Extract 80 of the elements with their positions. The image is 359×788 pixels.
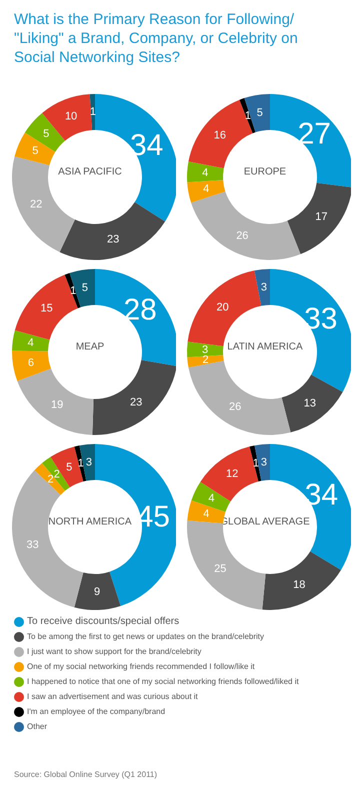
data-label: 9 bbox=[94, 586, 100, 598]
data-label: 3 bbox=[260, 281, 267, 294]
data-label: 1 bbox=[78, 458, 84, 470]
data-label: 4 bbox=[208, 492, 215, 505]
legend-label: I happened to notice that one of my social networking friends followed/liked it bbox=[27, 677, 299, 686]
data-label: 1 bbox=[90, 106, 96, 118]
data-label: 18 bbox=[293, 579, 306, 592]
data-label: 10 bbox=[64, 110, 78, 123]
donut-slice bbox=[187, 161, 224, 182]
data-label: 17 bbox=[315, 210, 328, 223]
data-label: 22 bbox=[30, 198, 42, 211]
data-label: 4 bbox=[203, 508, 210, 520]
donut-slice bbox=[200, 446, 258, 502]
donut-slice bbox=[287, 182, 351, 254]
donut-slice bbox=[188, 100, 253, 168]
donut-slice bbox=[12, 470, 84, 608]
donut-slice bbox=[42, 94, 92, 141]
donut-slice bbox=[42, 456, 70, 491]
data-label: 3 bbox=[86, 456, 92, 468]
donut-slice bbox=[244, 94, 270, 132]
data-label: 6 bbox=[28, 357, 34, 370]
data-label: 26 bbox=[236, 230, 248, 242]
donut-slice bbox=[254, 269, 270, 306]
donut-slice bbox=[187, 354, 224, 368]
donut-slice bbox=[70, 269, 95, 308]
legend-label: I saw an advertisement and was curious about it bbox=[27, 692, 198, 701]
data-label: 16 bbox=[214, 130, 226, 142]
data-label: 1 bbox=[70, 284, 76, 297]
donut-slice bbox=[92, 360, 176, 435]
data-label: 19 bbox=[50, 398, 64, 411]
source-note: Source: Global Online Survey (Q1 2011) bbox=[14, 770, 158, 779]
legend-label: Other bbox=[27, 722, 48, 731]
data-label: 26 bbox=[229, 400, 242, 413]
data-label: 12 bbox=[226, 468, 238, 480]
data-label: 5 bbox=[32, 145, 38, 158]
legend-label: To be among the first to get news or updates on the brand/celebrity bbox=[27, 632, 264, 641]
data-label: 20 bbox=[216, 302, 229, 314]
data-label: 5 bbox=[43, 128, 50, 140]
data-label: 25 bbox=[214, 562, 226, 575]
data-label: 33 bbox=[304, 302, 338, 336]
legend-label: I just want to show support for the brand/celebrity bbox=[27, 647, 202, 656]
data-label: 28 bbox=[123, 294, 157, 327]
data-label: 2 bbox=[54, 468, 60, 480]
data-label: 5 bbox=[82, 282, 88, 294]
data-label: 4 bbox=[202, 166, 208, 179]
data-label: 23 bbox=[130, 396, 142, 408]
data-label: 2 bbox=[202, 354, 209, 366]
data-label: 5 bbox=[256, 106, 263, 119]
data-label: 13 bbox=[304, 397, 316, 410]
donut-slice bbox=[14, 274, 78, 340]
donut-slice bbox=[254, 444, 270, 481]
data-label: 34 bbox=[304, 478, 338, 512]
data-label: 2 bbox=[47, 474, 54, 486]
data-label: 5 bbox=[66, 461, 72, 474]
data-label: 33 bbox=[26, 539, 39, 552]
donut-slice bbox=[79, 444, 95, 481]
donut-slice bbox=[74, 445, 86, 482]
legend-label: One of my social networking friends recommended I follow/like it bbox=[27, 662, 255, 671]
donut-slice bbox=[187, 180, 226, 203]
text: EUROPE bbox=[244, 166, 286, 178]
donut-slice bbox=[191, 192, 301, 260]
text: NORTH AMERICA bbox=[48, 516, 132, 528]
data-label: 4 bbox=[203, 183, 210, 196]
text: MEAP bbox=[76, 342, 104, 352]
text: ASIA PACIFIC bbox=[58, 166, 122, 178]
legend-label: To receive discounts/special offers bbox=[27, 616, 180, 627]
data-label: 3 bbox=[202, 344, 208, 356]
data-label: 27 bbox=[298, 118, 331, 151]
data-label: 15 bbox=[40, 302, 53, 315]
data-label: 3 bbox=[260, 456, 268, 468]
donut-slice bbox=[34, 463, 66, 495]
donut-slice bbox=[12, 330, 50, 352]
data-label: 4 bbox=[28, 336, 34, 349]
text: LATIN AMERICA bbox=[227, 342, 304, 352]
data-label: 23 bbox=[107, 233, 120, 246]
donut-slice bbox=[282, 374, 343, 432]
donut-slice bbox=[17, 368, 94, 435]
legend-label: I'm an employee of the company/brand bbox=[27, 707, 166, 716]
text: What is the Primary Reason for Following/ "Liking" a Brand, Company, or Celebrity on Social Networking Sites? bbox=[14, 10, 299, 67]
donut-slice bbox=[12, 350, 51, 382]
